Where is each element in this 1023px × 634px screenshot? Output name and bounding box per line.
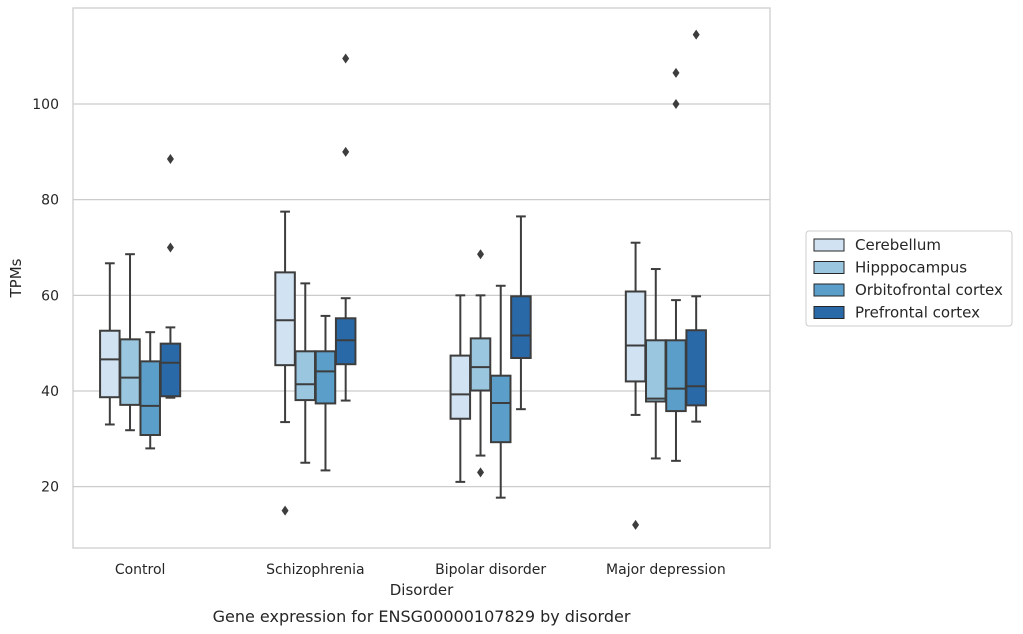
iqr-box [139, 360, 161, 437]
box-cerebellum [624, 241, 647, 530]
box-hipppocampus [645, 268, 667, 460]
outlier-point [342, 53, 350, 64]
box-hipppocampus [119, 253, 141, 432]
iqr-box [489, 374, 512, 444]
outlier-point [166, 154, 174, 165]
legend-frame [805, 230, 1013, 327]
x-axis-label: Disorder [390, 581, 454, 599]
iqr-box [119, 338, 141, 406]
y-tick-label: 40 [41, 384, 59, 400]
plot-area-frame [72, 7, 771, 549]
legend-swatch [813, 261, 845, 274]
iqr-box [665, 339, 687, 413]
box-orbitofrontal-cortex [314, 314, 337, 472]
legend: Cerebellum Hipppocampus Orbitofrontal cort… [805, 230, 1013, 327]
y-tick-label: 100 [32, 97, 59, 113]
x-tick-label: Schizophrenia [266, 562, 364, 578]
y-gridlines [73, 103, 770, 488]
box-orbitofrontal-cortex [139, 331, 161, 450]
y-tick-labels: 20 40 60 80 100 [32, 97, 59, 496]
legend-swatch [813, 306, 845, 319]
box-cerebellum [274, 210, 296, 516]
legend-label: Prefrontal cortex [855, 304, 980, 322]
box-hipppocampus [294, 282, 317, 464]
box-orbitofrontal-cortex [665, 67, 687, 462]
iqr-box [624, 290, 647, 383]
box-prefrontal-cortex [685, 29, 707, 423]
x-tick-labels: Control Schizophrenia Bipolar disorder Majo… [115, 562, 726, 578]
y-tick-label: 80 [41, 193, 59, 209]
outlier-point [477, 249, 485, 260]
outlier-point [166, 242, 174, 253]
legend-items: Cerebellum Hipppocampus Orbitofrontal cort… [813, 236, 1003, 322]
iqr-box [314, 350, 337, 405]
y-axis-label: TPMs [7, 258, 25, 298]
boxes [99, 29, 707, 530]
legend-label: Orbitofrontal cortex [855, 281, 1003, 299]
iqr-box [159, 342, 182, 398]
x-tick-label: Control [115, 562, 166, 578]
iqr-box [469, 337, 492, 392]
outlier-point [672, 67, 680, 78]
legend-swatch [813, 283, 845, 297]
box-prefrontal-cortex [159, 154, 182, 399]
box-orbitofrontal-cortex [489, 284, 512, 499]
outlier-point [477, 467, 485, 478]
iqr-box [99, 329, 121, 399]
outlier-point [632, 519, 640, 530]
legend-swatch [813, 238, 845, 252]
iqr-box [685, 329, 707, 407]
iqr-box [449, 354, 472, 420]
box-prefrontal-cortex [334, 53, 357, 402]
box-hipppocampus [469, 249, 492, 478]
legend-label: Cerebellum [855, 236, 941, 254]
outlier-point [692, 29, 700, 40]
iqr-box [274, 271, 296, 367]
y-tick-label: 20 [41, 480, 59, 496]
y-tick-label: 60 [41, 288, 59, 304]
outlier-point [281, 505, 289, 516]
box-cerebellum [99, 262, 121, 426]
chart-caption: Gene expression for ENSG00000107829 by d… [213, 607, 631, 626]
outlier-point [672, 99, 680, 109]
outlier-point [342, 146, 350, 157]
iqr-box [510, 295, 532, 359]
x-tick-label: Bipolar disorder [435, 562, 546, 578]
iqr-box [294, 350, 317, 402]
box-cerebellum [449, 294, 472, 483]
legend-label: Hipppocampus [855, 259, 967, 277]
x-tick-label: Major depression [606, 562, 726, 578]
box-prefrontal-cortex [510, 215, 532, 411]
iqr-box [645, 339, 667, 403]
